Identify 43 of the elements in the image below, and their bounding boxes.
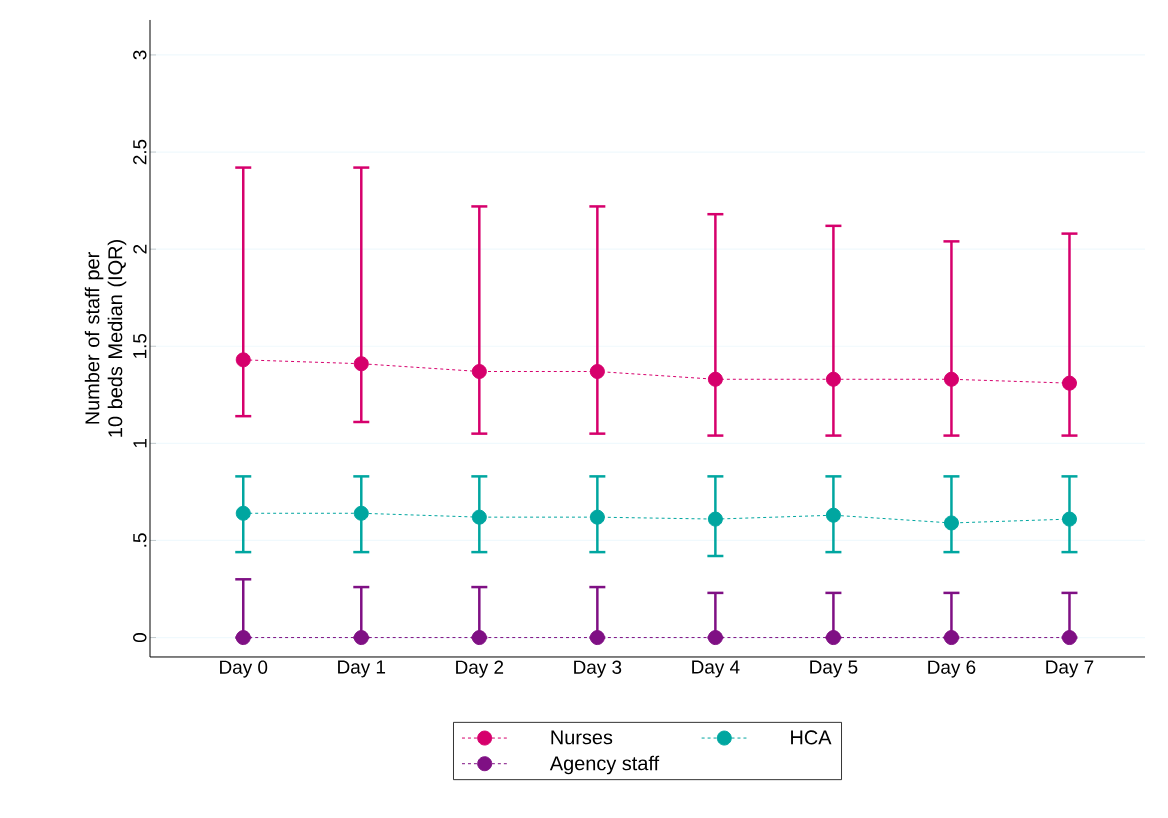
legend-label: Agency staff bbox=[549, 755, 660, 775]
y-tick-label: 1.5 bbox=[133, 333, 147, 358]
x-tick-label: Day 5 bbox=[810, 660, 858, 678]
point bbox=[471, 630, 487, 646]
point bbox=[943, 630, 959, 646]
point bbox=[825, 507, 841, 523]
point bbox=[707, 630, 723, 646]
point bbox=[353, 505, 369, 521]
point bbox=[943, 371, 959, 387]
legend-label: HCA bbox=[791, 730, 832, 745]
y-tick-label: 2 bbox=[133, 244, 147, 254]
x-tick-label: Day 6 bbox=[928, 660, 976, 678]
y-axis-title: Number of staff per 10 beds Median (IQR) bbox=[84, 240, 127, 437]
point bbox=[707, 371, 723, 387]
point bbox=[589, 630, 605, 646]
x-tick-label: Day 1 bbox=[338, 660, 386, 678]
point bbox=[471, 364, 487, 379]
x-tick-label: Day 7 bbox=[1046, 660, 1094, 678]
point bbox=[943, 515, 959, 531]
point bbox=[825, 371, 841, 387]
y-tick-label: .5 bbox=[133, 533, 147, 547]
y-tick-label: 2.5 bbox=[133, 139, 147, 165]
y-tick-label: 0 bbox=[133, 633, 147, 643]
point bbox=[1061, 375, 1077, 391]
point bbox=[1061, 511, 1077, 527]
point bbox=[825, 630, 841, 646]
point bbox=[235, 630, 251, 646]
x-tick-label: Day 2 bbox=[456, 660, 504, 678]
point bbox=[471, 509, 487, 525]
x-tick-label: Day 3 bbox=[574, 660, 622, 678]
point bbox=[1061, 630, 1077, 646]
point bbox=[707, 511, 723, 527]
point bbox=[589, 509, 605, 525]
point bbox=[353, 356, 369, 372]
y-tick-label: 1 bbox=[133, 439, 147, 448]
y-tick-label: 3 bbox=[133, 50, 147, 60]
legend-label: Nurses bbox=[551, 730, 613, 745]
point bbox=[589, 364, 605, 379]
point bbox=[235, 352, 251, 368]
point bbox=[353, 630, 369, 646]
x-tick-label: Day 0 bbox=[220, 660, 268, 678]
point bbox=[235, 505, 251, 521]
x-tick-label: Day 4 bbox=[692, 660, 740, 678]
